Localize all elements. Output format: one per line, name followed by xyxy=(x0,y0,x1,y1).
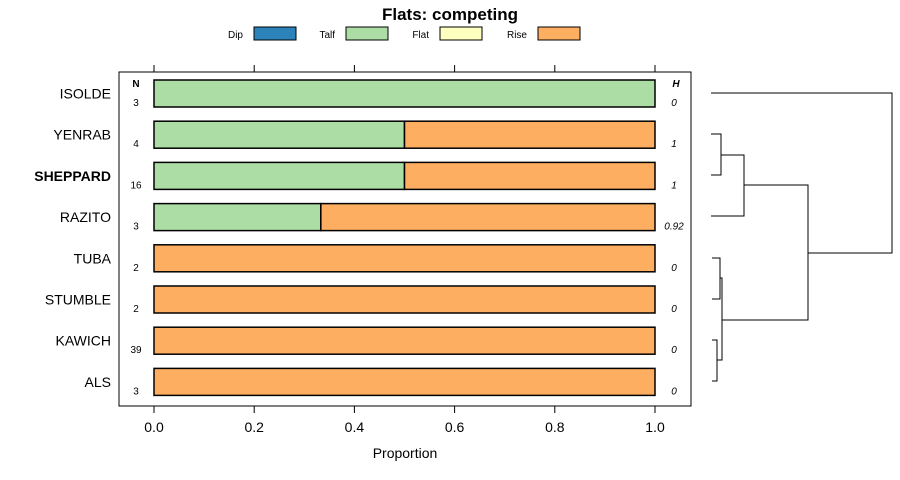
x-axis: 0.0 0.2 0.4 0.6 0.8 1.0 xyxy=(144,65,665,435)
h-value: 0 xyxy=(671,345,677,356)
bar-segment xyxy=(153,285,656,314)
n-header: N xyxy=(132,79,139,90)
row-label: RAZITO xyxy=(60,209,111,225)
x-axis-title: Proportion xyxy=(373,445,438,461)
legend-swatch xyxy=(253,26,297,41)
x-tick-label: 0.6 xyxy=(445,419,465,435)
legend: Dip Talf Flat Rise xyxy=(228,26,581,41)
x-tick-label: 0.0 xyxy=(144,419,164,435)
x-tick-label: 0.8 xyxy=(545,419,565,435)
h-value: 0 xyxy=(671,304,677,315)
h-header: H xyxy=(672,79,680,90)
legend-swatch xyxy=(439,26,483,41)
n-value: 2 xyxy=(133,304,139,315)
row-label: ALS xyxy=(85,374,111,390)
plot-frame xyxy=(118,71,692,407)
bar-segment xyxy=(153,367,656,397)
bar-segment xyxy=(153,161,406,191)
x-tick-label: 0.4 xyxy=(345,419,365,435)
row-label: YENRAB xyxy=(53,127,111,143)
n-value: 3 xyxy=(133,386,139,397)
dendrogram-branch xyxy=(711,92,893,254)
h-value: 0 xyxy=(671,263,677,274)
dendrogram-branch xyxy=(712,257,721,300)
h-value: 1 xyxy=(671,180,677,191)
bar-segment xyxy=(153,120,406,149)
legend-swatch xyxy=(537,26,581,41)
n-value: 3 xyxy=(133,98,139,109)
n-value: 3 xyxy=(133,222,139,233)
row-label: SHEPPARD xyxy=(34,168,111,184)
h-value: 1 xyxy=(671,139,677,150)
x-tick-label: 0.2 xyxy=(244,419,264,435)
bar-segment xyxy=(153,79,656,108)
n-value: 39 xyxy=(130,345,142,356)
bars: ISOLDE 3 0 YENRAB 4 1 SHEPPARD 16 1 RAZITO 3 0.92 TU… xyxy=(34,79,684,397)
row-label: TUBA xyxy=(74,250,112,266)
h-value: 0 xyxy=(671,98,677,109)
h-value: 0.92 xyxy=(664,222,684,233)
bar-segment xyxy=(403,161,656,191)
bar-segment xyxy=(153,202,322,232)
dendrogram-branch xyxy=(711,154,745,217)
bar-segment xyxy=(403,120,656,149)
dendrogram-branch xyxy=(717,277,723,361)
dendrogram-branch xyxy=(711,133,722,176)
legend-label: Flat xyxy=(412,30,429,41)
x-tick-label: 1.0 xyxy=(645,419,665,435)
n-value: 4 xyxy=(133,139,139,150)
legend-label: Dip xyxy=(228,30,243,41)
row-label: ISOLDE xyxy=(60,86,111,102)
n-value: 16 xyxy=(130,180,142,191)
row-label: KAWICH xyxy=(56,333,111,349)
bar-segment xyxy=(153,244,656,273)
legend-label: Rise xyxy=(507,30,527,41)
legend-swatch xyxy=(345,26,389,41)
dendrogram-branch xyxy=(712,339,718,382)
bar-segment xyxy=(153,326,656,355)
h-value: 0 xyxy=(671,386,677,397)
dendrogram xyxy=(711,92,893,382)
chart-title: Flats: competing xyxy=(382,5,518,24)
n-value: 2 xyxy=(133,263,139,274)
bar-segment xyxy=(320,202,656,232)
dendrogram-branch xyxy=(722,184,809,321)
row-label: STUMBLE xyxy=(45,292,111,308)
legend-label: Talf xyxy=(319,30,335,41)
